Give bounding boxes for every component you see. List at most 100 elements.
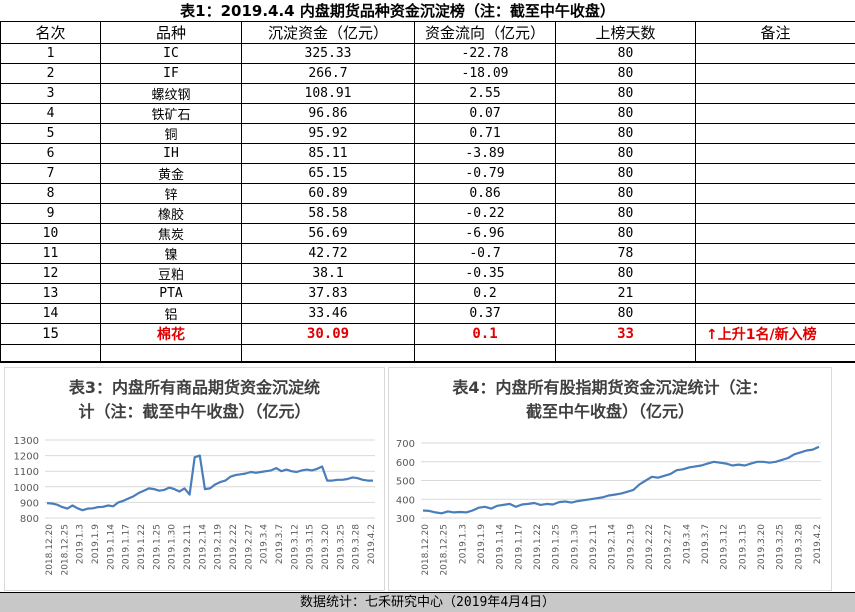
x-tick-label: 2019.1.14 (496, 524, 506, 570)
cell-days: 80 (556, 44, 696, 64)
cell-note (696, 44, 855, 64)
x-tick-label: 2018.12.20 (421, 524, 431, 576)
cell-fund: 95.92 (242, 124, 415, 144)
cell-name: IF (101, 64, 242, 84)
x-tick-label: 2019.1.9 (91, 524, 101, 564)
cell-days: 80 (556, 264, 696, 284)
cell-days: 78 (556, 244, 696, 264)
cell-days: 80 (556, 124, 696, 144)
col-header-fund: 沉淀资金（亿元） (242, 22, 415, 44)
cell-fund: 96.86 (242, 104, 415, 124)
cell-note (696, 84, 855, 104)
x-tick-label: 2019.1.17 (122, 524, 132, 570)
cell-fund: 56.69 (242, 224, 415, 244)
cell-note (696, 224, 855, 244)
cell-note (696, 204, 855, 224)
x-tick-label: 2019.1.17 (514, 524, 524, 570)
y-tick-label: 1200 (14, 452, 39, 463)
x-tick-label: 2019.3.25 (776, 524, 786, 570)
cell-fund: 33.46 (242, 304, 415, 324)
x-tick-label: 2019.3.15 (306, 524, 316, 570)
cell-fund: 42.72 (242, 244, 415, 264)
cell-name: 棉花 (101, 324, 242, 345)
cell-fund: 30.09 (242, 324, 415, 345)
cell-fund: 85.11 (242, 144, 415, 164)
cell-note (696, 244, 855, 264)
cell-note (696, 184, 855, 204)
cell-name: IH (101, 144, 242, 164)
x-tick-label: 2019.1.3 (458, 524, 468, 564)
y-tick-label: 900 (20, 498, 39, 509)
cell-name: 豆粕 (101, 264, 242, 284)
y-tick-label: 800 (20, 514, 39, 525)
x-tick-label: 2019.1.3 (76, 524, 86, 564)
cell-note (696, 144, 855, 164)
cell-fund: 58.58 (242, 204, 415, 224)
x-tick-label: 2019.1.14 (106, 524, 116, 570)
x-tick-label: 2019.3.12 (720, 524, 730, 570)
x-tick-label: 2019.1.30 (570, 524, 580, 570)
x-tick-label: 2018.12.25 (440, 524, 450, 576)
col-header-flow: 资金流向（亿元） (415, 22, 556, 44)
col-header-rank: 名次 (1, 22, 101, 44)
cell-name: 焦炭 (101, 224, 242, 244)
x-tick-label: 2019.2.27 (244, 524, 254, 570)
y-tick-label: 300 (396, 514, 415, 525)
x-tick-label: 2018.12.25 (60, 524, 70, 576)
cell-rank: 8 (1, 184, 101, 204)
table-header-row: 名次 品种 沉淀资金（亿元） 资金流向（亿元） 上榜天数 备注 (1, 22, 855, 44)
x-tick-label: 2019.2.11 (589, 524, 599, 570)
y-tick-label: 400 (396, 495, 415, 506)
cell-name: 铁矿石 (101, 104, 242, 124)
x-tick-label: 2019.4.2 (367, 524, 377, 564)
spacer-cell (556, 345, 696, 362)
cell-fund: 108.91 (242, 84, 415, 104)
cell-flow: -3.89 (415, 144, 556, 164)
cell-rank: 13 (1, 284, 101, 304)
x-tick-label: 2019.3.15 (738, 524, 748, 570)
cell-rank: 9 (1, 204, 101, 224)
x-tick-label: 2019.1.22 (533, 524, 543, 570)
spacer-cell (242, 345, 415, 362)
col-header-name: 品种 (101, 22, 242, 44)
cell-flow: -22.78 (415, 44, 556, 64)
cell-name: 铝 (101, 304, 242, 324)
cell-rank: 3 (1, 84, 101, 104)
cell-fund: 60.89 (242, 184, 415, 204)
x-tick-label: 2019.2.14 (198, 524, 208, 570)
x-tick-label: 2019.3.28 (794, 524, 804, 570)
cell-name: 橡胶 (101, 204, 242, 224)
cell-note (696, 284, 855, 304)
cell-rank: 5 (1, 124, 101, 144)
cell-flow: 0.1 (415, 324, 556, 345)
cell-days: 21 (556, 284, 696, 304)
col-header-days: 上榜天数 (556, 22, 696, 44)
footer-source: 数据统计：七禾研究中心（2019年4月4日） (0, 592, 855, 612)
cell-flow: -0.79 (415, 164, 556, 184)
x-tick-label: 2019.3.4 (682, 524, 692, 564)
cell-note (696, 304, 855, 324)
spacer-cell (696, 345, 855, 362)
cell-name: 黄金 (101, 164, 242, 184)
cell-note (696, 104, 855, 124)
cell-fund: 65.15 (242, 164, 415, 184)
y-tick-label: 500 (396, 477, 415, 488)
cell-flow: -0.22 (415, 204, 556, 224)
x-tick-label: 2019.2.14 (608, 524, 618, 570)
cell-rank: 12 (1, 264, 101, 284)
y-tick-label: 1300 (14, 436, 39, 447)
cell-note (696, 124, 855, 144)
y-tick-label: 700 (396, 439, 415, 450)
x-tick-label: 2019.2.19 (214, 524, 224, 570)
col-header-note: 备注 (696, 22, 855, 44)
